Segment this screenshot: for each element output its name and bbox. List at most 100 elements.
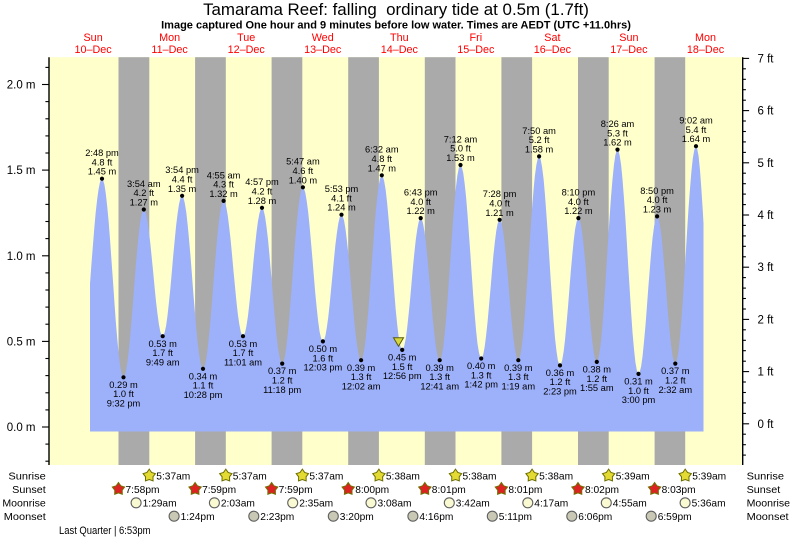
svg-text:1.3 ft: 1.3 ft (471, 370, 492, 380)
svg-text:0.39 m: 0.39 m (425, 363, 454, 373)
svg-text:1.32 m: 1.32 m (209, 189, 238, 199)
svg-text:Tamarama Reef: falling ordina: Tamarama Reef: falling ordinary tide at … (203, 0, 589, 19)
svg-text:11:01 am: 11:01 am (224, 357, 262, 367)
svg-text:1.24 m: 1.24 m (327, 203, 356, 213)
svg-text:5:11pm: 5:11pm (499, 512, 532, 523)
svg-text:1.7 ft: 1.7 ft (233, 348, 254, 358)
svg-text:Image captured One hour and 9: Image captured One hour and 9 minutes be… (161, 19, 631, 31)
svg-text:3:20pm: 3:20pm (340, 512, 374, 523)
svg-text:5.0 ft: 5.0 ft (450, 144, 471, 154)
svg-text:3:54 pm: 3:54 pm (165, 165, 199, 175)
svg-text:0.36 m: 0.36 m (546, 368, 575, 378)
svg-text:4.0 ft: 4.0 ft (647, 195, 668, 205)
svg-text:Sunrise: Sunrise (8, 471, 46, 482)
svg-text:8:01pm: 8:01pm (432, 485, 466, 496)
svg-text:1.47 m: 1.47 m (368, 163, 397, 173)
svg-text:4.8 ft: 4.8 ft (371, 154, 392, 164)
svg-text:1.6 ft: 1.6 ft (313, 353, 334, 363)
svg-text:12:02 am: 12:02 am (342, 381, 381, 391)
svg-text:4.0 ft: 4.0 ft (489, 199, 510, 209)
svg-text:0.37 m: 0.37 m (268, 366, 297, 376)
svg-text:5.4 ft: 5.4 ft (686, 125, 707, 135)
svg-text:5:37am: 5:37am (233, 471, 267, 482)
svg-text:Sun: Sun (619, 32, 638, 44)
svg-text:2:23pm: 2:23pm (260, 512, 294, 523)
svg-text:4:55 am: 4:55 am (207, 170, 241, 180)
svg-text:4.1 ft: 4.1 ft (331, 193, 352, 203)
svg-text:Moonset: Moonset (4, 512, 46, 523)
svg-text:11:18 pm: 11:18 pm (263, 385, 301, 395)
svg-text:5.3 ft: 5.3 ft (607, 128, 628, 138)
svg-text:Mon: Mon (159, 32, 180, 44)
svg-text:Mon: Mon (695, 32, 716, 44)
svg-text:6:59pm: 6:59pm (658, 512, 692, 523)
svg-text:5.2 ft: 5.2 ft (529, 135, 550, 145)
svg-text:6:43 pm: 6:43 pm (404, 188, 438, 198)
svg-text:11–Dec: 11–Dec (151, 44, 188, 56)
svg-text:10–Dec: 10–Dec (74, 44, 112, 56)
svg-text:0.39 m: 0.39 m (347, 363, 376, 373)
svg-text:1.2 ft: 1.2 ft (665, 376, 686, 386)
svg-text:4.2 ft: 4.2 ft (133, 188, 154, 198)
svg-text:5:38am: 5:38am (539, 471, 573, 482)
svg-text:Sunset: Sunset (747, 485, 781, 496)
svg-text:1.45 m: 1.45 m (88, 167, 117, 177)
svg-text:2:48 pm: 2:48 pm (85, 148, 119, 158)
svg-text:12:03 pm: 12:03 pm (304, 363, 343, 373)
svg-text:Moonset: Moonset (747, 512, 789, 523)
svg-text:4 ft: 4 ft (758, 210, 775, 222)
svg-text:2:23 pm: 2:23 pm (543, 387, 577, 397)
svg-text:Sunrise: Sunrise (747, 471, 785, 482)
svg-text:1.1 ft: 1.1 ft (193, 381, 214, 391)
svg-text:1.22 m: 1.22 m (406, 206, 435, 216)
svg-text:Fri: Fri (470, 32, 483, 44)
svg-text:5:39am: 5:39am (616, 471, 650, 482)
svg-text:6:06pm: 6:06pm (578, 512, 612, 523)
svg-text:8:26 am: 8:26 am (601, 119, 635, 129)
svg-text:15–Dec: 15–Dec (457, 44, 495, 56)
svg-text:1.2 ft: 1.2 ft (586, 374, 607, 384)
svg-text:4.8 ft: 4.8 ft (92, 157, 113, 167)
svg-text:10:28 pm: 10:28 pm (184, 390, 223, 400)
svg-text:8:01pm: 8:01pm (508, 485, 542, 496)
svg-text:16–Dec: 16–Dec (534, 44, 572, 56)
svg-text:5:39am: 5:39am (692, 471, 726, 482)
svg-text:5:47 am: 5:47 am (286, 157, 320, 167)
svg-text:7:59pm: 7:59pm (279, 485, 313, 496)
svg-text:1:24pm: 1:24pm (181, 512, 215, 523)
svg-text:12:56 pm: 12:56 pm (383, 371, 422, 381)
svg-text:7:50 am: 7:50 am (522, 126, 556, 136)
svg-text:1.0 ft: 1.0 ft (628, 386, 649, 396)
svg-text:5:38am: 5:38am (386, 471, 420, 482)
svg-text:Thu: Thu (390, 32, 409, 44)
svg-text:1.5 ft: 1.5 ft (392, 362, 413, 372)
svg-text:0.53 m: 0.53 m (148, 339, 177, 349)
svg-text:18–Dec: 18–Dec (687, 44, 725, 56)
svg-text:Wed: Wed (312, 32, 334, 44)
svg-text:5:37am: 5:37am (156, 471, 190, 482)
svg-text:13–Dec: 13–Dec (304, 44, 342, 56)
svg-text:5 ft: 5 ft (758, 158, 775, 170)
svg-text:2.0 m: 2.0 m (7, 80, 36, 92)
svg-text:5:38am: 5:38am (463, 471, 497, 482)
svg-text:4.6 ft: 4.6 ft (293, 166, 314, 176)
svg-text:1.28 m: 1.28 m (248, 196, 277, 206)
svg-text:4.4 ft: 4.4 ft (172, 175, 193, 185)
svg-text:0.34 m: 0.34 m (189, 371, 218, 381)
svg-text:1.58 m: 1.58 m (525, 144, 554, 154)
svg-text:1.21 m: 1.21 m (485, 208, 514, 218)
svg-text:8:00pm: 8:00pm (355, 485, 389, 496)
svg-text:0.53 m: 0.53 m (229, 339, 258, 349)
svg-text:1.3 ft: 1.3 ft (508, 372, 529, 382)
svg-text:1.3 ft: 1.3 ft (429, 372, 450, 382)
svg-text:7:58pm: 7:58pm (126, 485, 160, 496)
svg-text:7:28 pm: 7:28 pm (483, 189, 517, 199)
svg-text:4.2 ft: 4.2 ft (252, 187, 273, 197)
svg-text:0.37 m: 0.37 m (661, 366, 690, 376)
svg-text:4.0 ft: 4.0 ft (568, 197, 589, 207)
svg-text:0.0 m: 0.0 m (7, 422, 36, 434)
svg-text:1.40 m: 1.40 m (289, 175, 318, 185)
svg-text:2 ft: 2 ft (758, 314, 775, 326)
svg-text:0.39 m: 0.39 m (504, 363, 533, 373)
svg-text:4:16pm: 4:16pm (419, 512, 453, 523)
